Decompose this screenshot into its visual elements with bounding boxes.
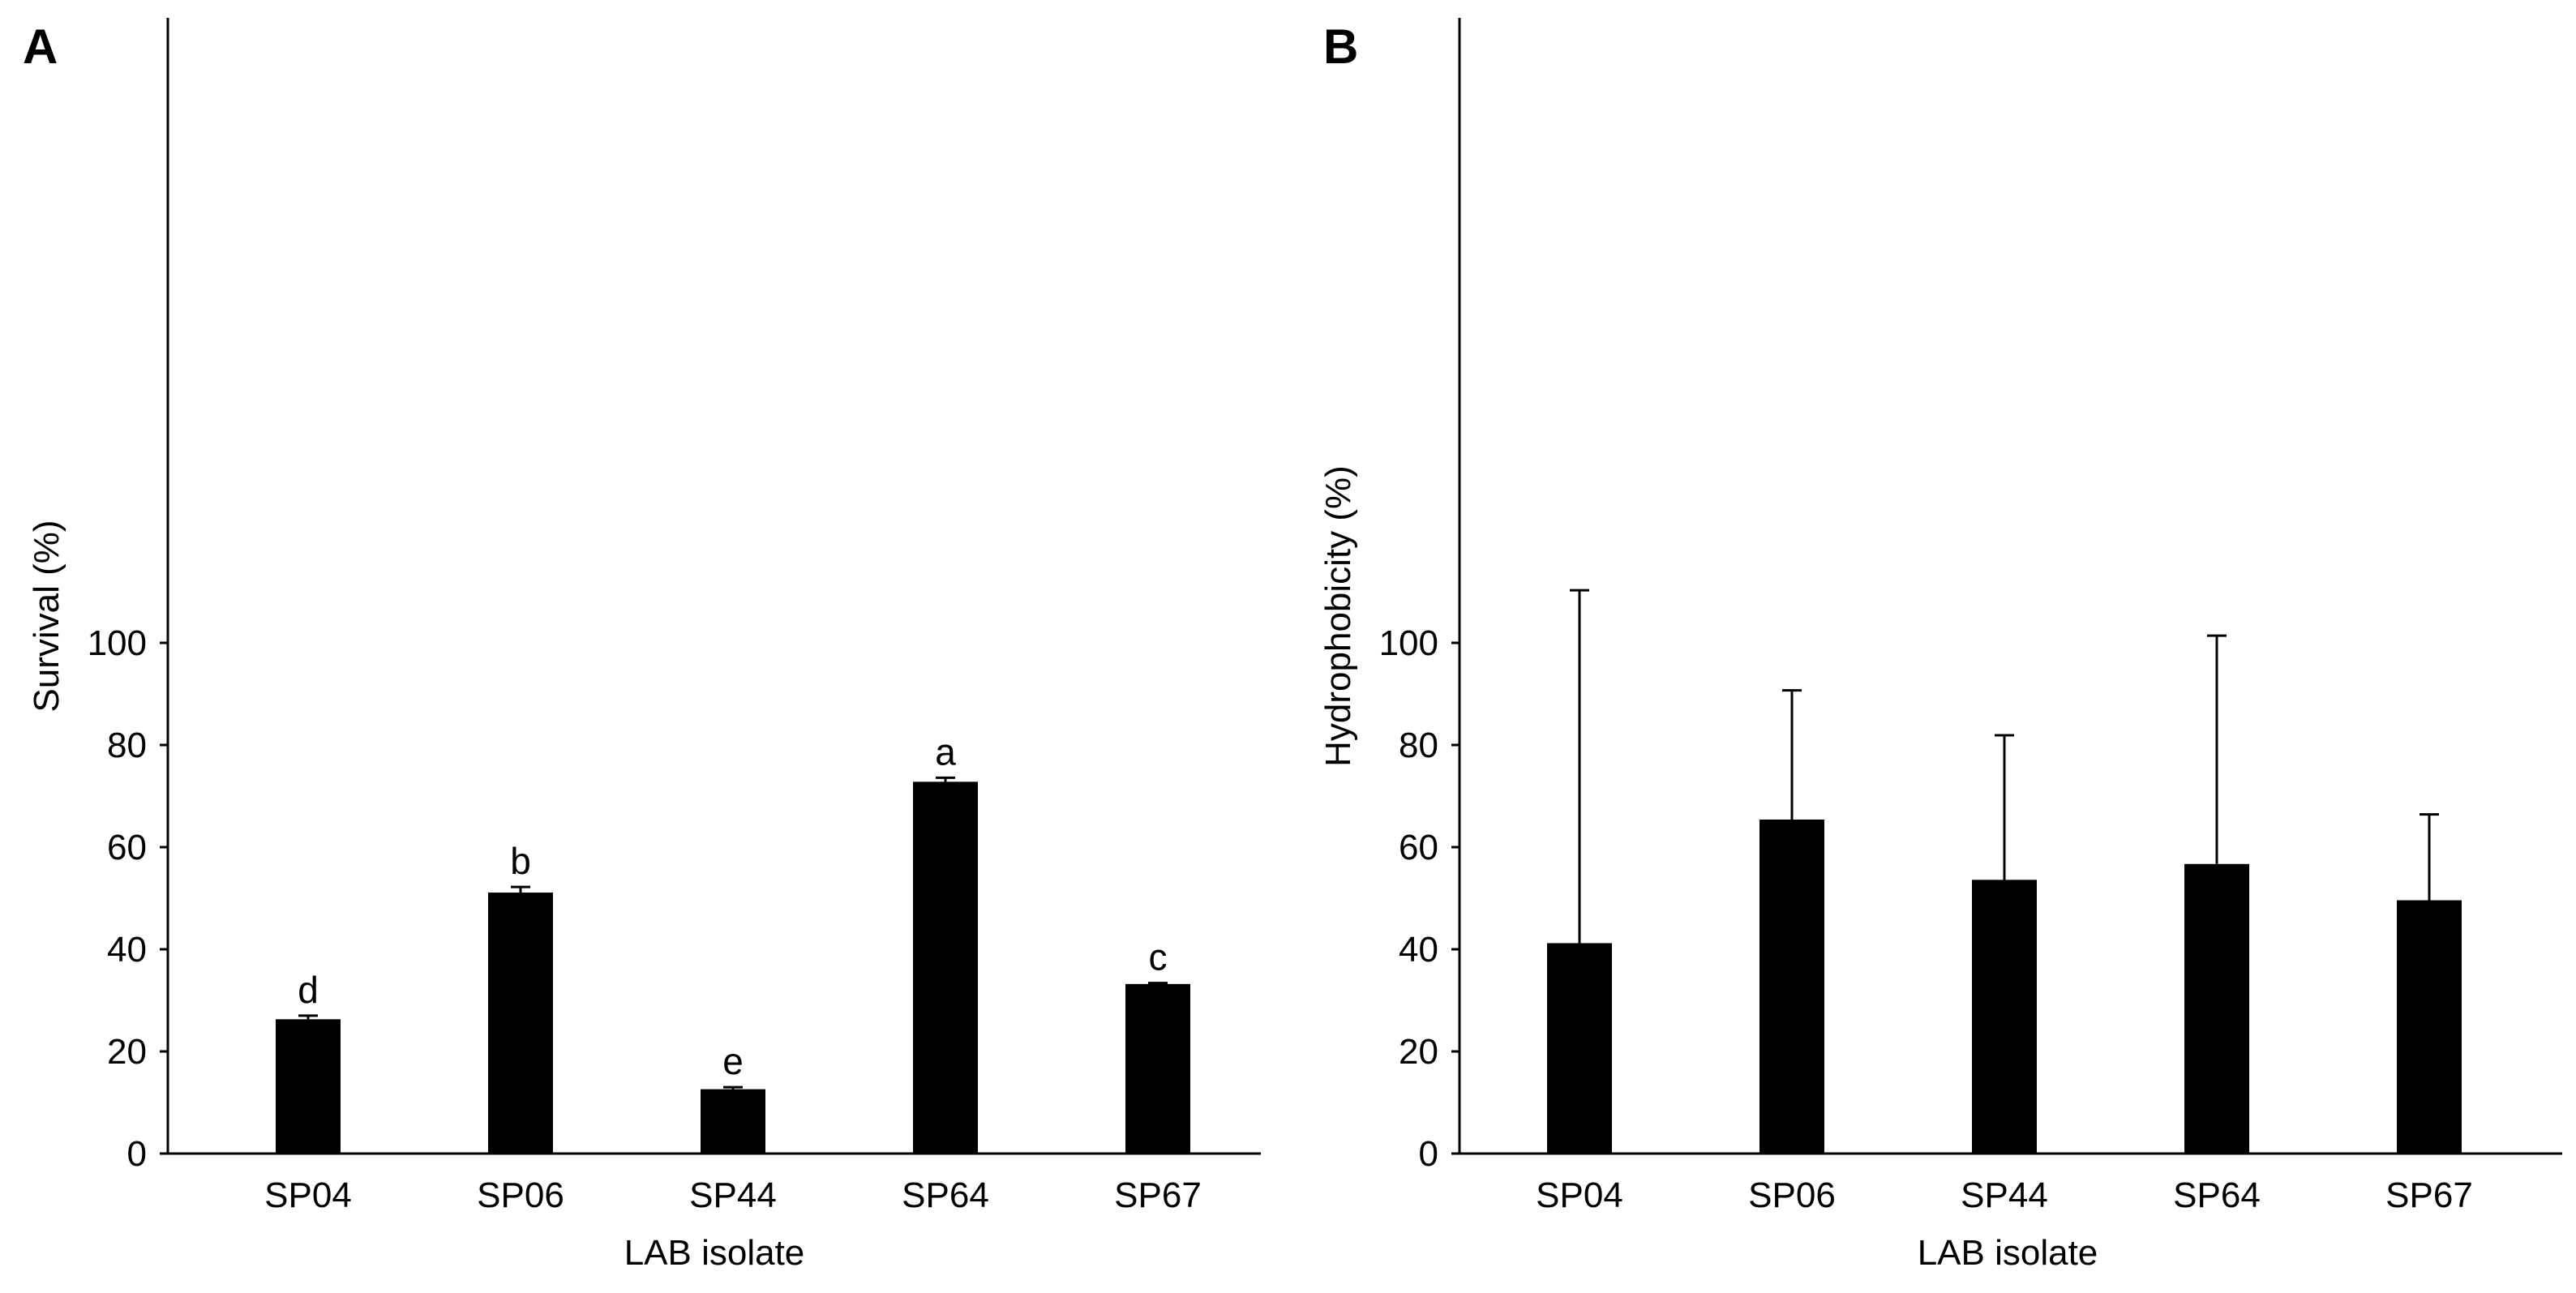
panel-a-significance-sp04: d [298, 969, 319, 1011]
panel-b-bar-sp04 [1547, 943, 1612, 1154]
panel-b: B Hydrophobicity (%) LAB isolate 0 20 40 60… [1318, 18, 2562, 1273]
panel-b-x-axis-title: LAB isolate [1918, 1233, 2098, 1273]
panel-b-y-tick-label: 100 [1379, 623, 1438, 663]
panel-b-bar-sp67 [2397, 900, 2462, 1154]
panel-a-bar-sp06 [488, 893, 553, 1154]
panel-b-bar-sp64 [2184, 863, 2249, 1154]
panel-b-y-tick-label: 80 [1399, 726, 1438, 765]
panel-a-significance-sp06: b [510, 840, 531, 882]
panel-a-y-axis-title: Survival (%) [27, 520, 66, 712]
panel-a-x-tick-label-sp67: SP67 [1114, 1175, 1202, 1215]
panel-a-y-tick-label: 0 [127, 1134, 147, 1174]
panel-a: A Survival (%) LAB isolate 0 20 40 60 80 100 S… [23, 18, 1261, 1273]
panel-b-y-tick-label: 60 [1399, 828, 1438, 867]
panel-b-x-tick-label-sp04: SP04 [1536, 1175, 1623, 1215]
panel-b-x-tick-label-sp06: SP06 [1748, 1175, 1836, 1215]
panel-b-bar-sp44 [1972, 880, 2037, 1154]
panel-b-y-axis-title: Hydrophobicity (%) [1318, 465, 1358, 767]
panel-a-significance-sp67: c [1149, 936, 1168, 978]
panel-a-y-tick-label: 60 [107, 828, 147, 867]
panel-b-y-tick-label: 40 [1399, 930, 1438, 970]
panel-b-y-tick-label: 20 [1399, 1032, 1438, 1072]
panel-b-bar-sp06 [1759, 819, 1824, 1154]
panel-a-y-tick-label: 80 [107, 726, 147, 765]
panel-b-x-tick-label-sp64: SP64 [2173, 1175, 2261, 1215]
panel-b-x-tick-label-sp44: SP44 [1961, 1175, 2048, 1215]
panel-a-bar-sp64 [913, 781, 978, 1154]
panel-a-y-tick-label: 20 [107, 1032, 147, 1072]
panel-a-y-tick-label: 100 [88, 623, 147, 663]
panel-b-label: B [1323, 19, 1358, 74]
panel-a-significance-sp44: e [722, 1040, 744, 1082]
panel-a-label: A [23, 19, 58, 74]
panel-a-significance-sp64: a [935, 730, 956, 773]
panel-a-bar-sp04 [276, 1019, 341, 1154]
panel-a-y-tick-label: 40 [107, 930, 147, 970]
panel-b-y-tick-label: 0 [1419, 1134, 1438, 1174]
panel-a-x-tick-label-sp04: SP04 [264, 1175, 352, 1215]
panel-b-x-tick-label-sp67: SP67 [2385, 1175, 2473, 1215]
panel-a-x-tick-label-sp44: SP44 [689, 1175, 777, 1215]
panel-a-bar-sp67 [1125, 983, 1190, 1154]
panel-a-bar-sp44 [701, 1089, 765, 1154]
panel-a-x-tick-label-sp64: SP64 [902, 1175, 989, 1215]
panel-a-x-tick-label-sp06: SP06 [477, 1175, 564, 1215]
panel-a-x-axis-title: LAB isolate [624, 1233, 805, 1273]
